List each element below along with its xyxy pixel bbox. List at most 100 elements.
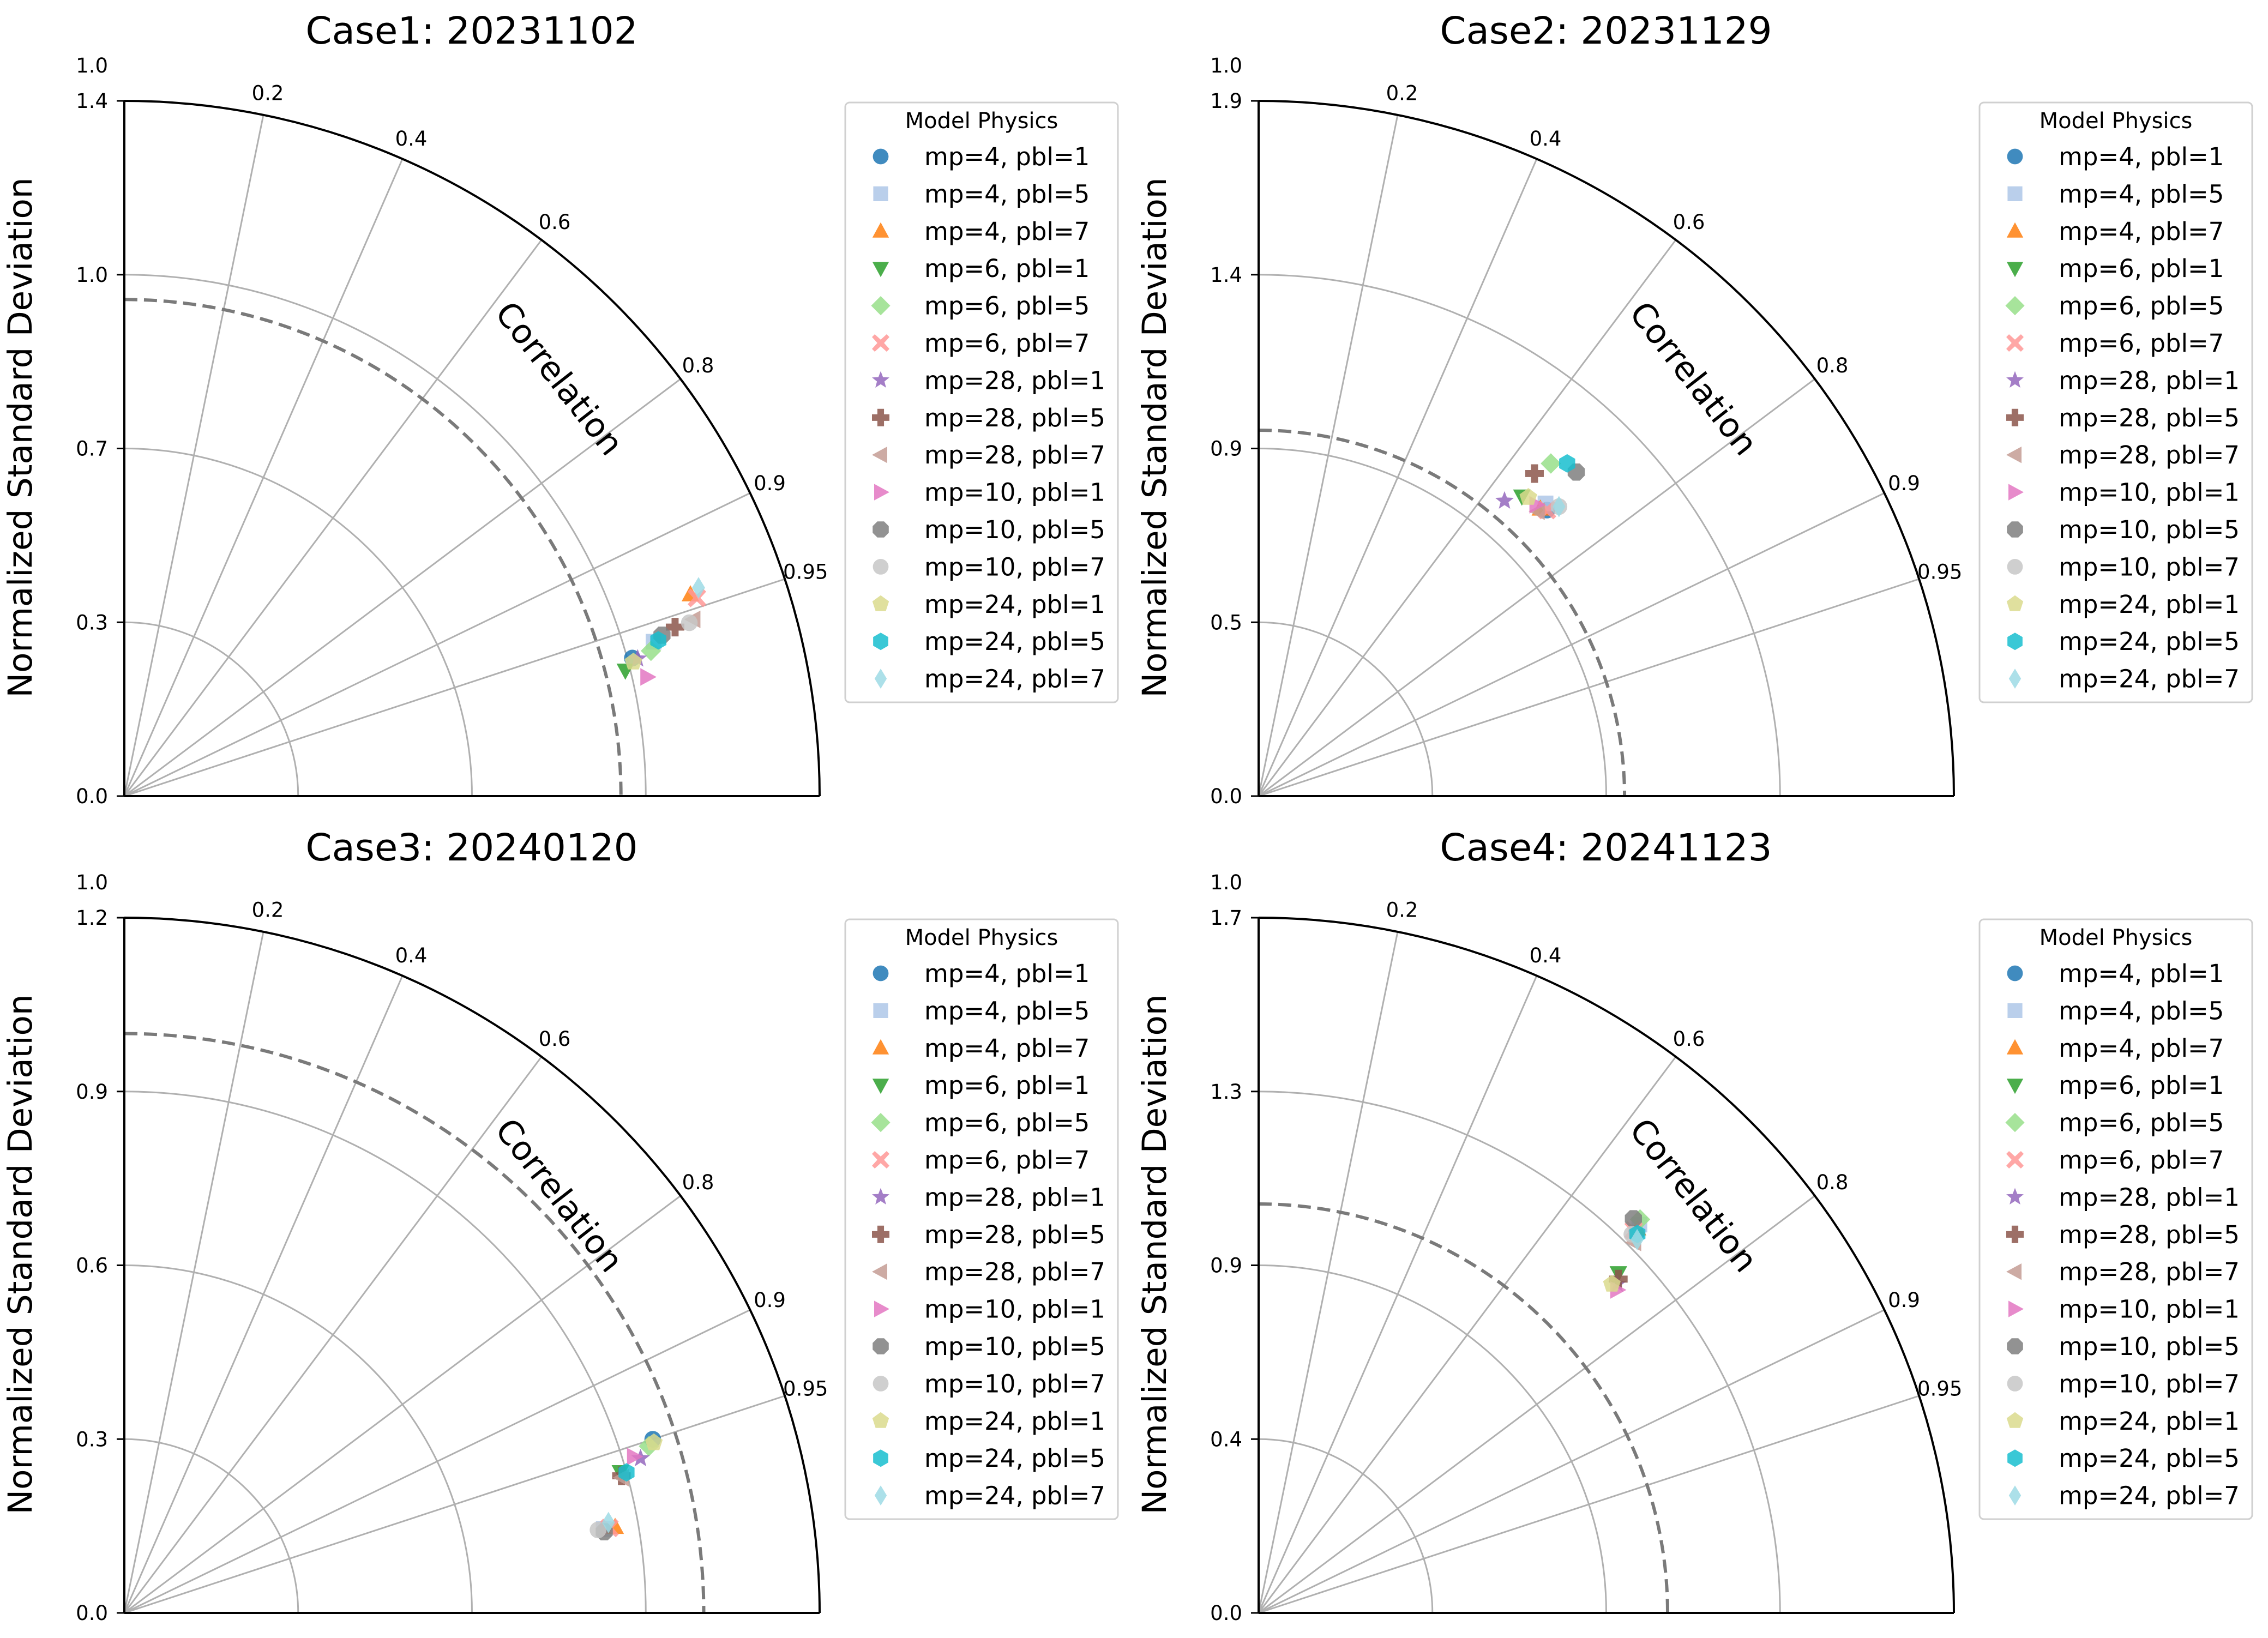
std-grid-arc: [124, 274, 647, 797]
data-point: [650, 631, 666, 650]
correlation-tick-label: 0.6: [1673, 1027, 1705, 1051]
chart-title: Case3: 20240120: [305, 826, 637, 870]
taylor-panel-2: 0.0 0.5 0.9 1.4 1.9 1.0 0.95 0.9 0.8 0.6 0.4 0.2 Cor…: [1135, 9, 2253, 808]
legend-label: mp=28, pbl=1: [924, 366, 1105, 395]
legend-label: mp=24, pbl=7: [2059, 1482, 2240, 1510]
correlation-tick-label: 0.95: [783, 560, 828, 583]
std-grid-arc: [1258, 1091, 1781, 1613]
legend-marker: [2006, 1151, 2024, 1169]
legend-marker: [872, 1263, 887, 1280]
legend-marker: [872, 447, 887, 463]
legend-label: mp=24, pbl=7: [2059, 665, 2240, 694]
std-tick-label: 0.9: [76, 1080, 108, 1104]
correlation-tick-label: 0.6: [539, 1027, 571, 1051]
legend-marker: [2007, 1338, 2023, 1354]
correlation-axis-label: Correlation: [488, 294, 631, 463]
legend-label: mp=28, pbl=7: [2059, 1257, 2240, 1286]
corr-top-label: 1.0: [1210, 871, 1242, 894]
data-point: [1541, 453, 1561, 474]
legend-label: mp=28, pbl=5: [2059, 1220, 2240, 1249]
legend: Model Physics mp=4, pbl=1 mp=4, pbl=5 mp=4,…: [1978, 101, 2253, 703]
legend-label: mp=10, pbl=1: [2059, 1295, 2240, 1324]
legend-label: mp=6, pbl=1: [924, 254, 1090, 283]
legend-marker: [2006, 447, 2022, 463]
std-grid-arc: [124, 1438, 299, 1613]
legend-label: mp=10, pbl=1: [924, 478, 1105, 507]
legend-label: mp=6, pbl=7: [2059, 1146, 2224, 1175]
legend-label: mp=24, pbl=5: [2059, 627, 2240, 656]
std-tick-label: 0.3: [76, 1428, 108, 1451]
legend-marker: [873, 1376, 889, 1392]
correlation-grid-line: [124, 378, 681, 797]
correlation-grid-line: [1258, 378, 1815, 797]
taylor-panel-3: 0.0 0.3 0.6 0.9 1.2 1.0 0.95 0.9 0.8 0.6 0.4 0.2 Cor…: [1, 826, 1119, 1625]
legend-label: mp=4, pbl=1: [2059, 142, 2224, 171]
correlation-tick-label: 0.6: [539, 210, 571, 234]
legend-label: mp=24, pbl=5: [2059, 1444, 2240, 1473]
legend-label: mp=10, pbl=5: [2059, 515, 2240, 544]
legend-label: mp=24, pbl=5: [924, 1444, 1105, 1473]
legend-marker: [873, 1449, 888, 1467]
correlation-tick-label: 0.4: [1530, 127, 1562, 150]
legend-box: [1978, 918, 2253, 1520]
correlation-grid-line: [123, 158, 404, 797]
legend-box: [844, 101, 1119, 703]
std-tick-label: 0.0: [1210, 1601, 1242, 1625]
legend-marker: [2007, 559, 2023, 575]
correlation-grid-line: [1258, 1395, 1920, 1614]
legend-marker: [2007, 965, 2023, 981]
outer-arc: [1258, 917, 1955, 1613]
correlation-grid-line: [123, 239, 543, 797]
legend-box: [844, 918, 1119, 1520]
legend: Model Physics mp=4, pbl=1 mp=4, pbl=5 mp=4,…: [844, 101, 1119, 703]
legend-marker: [872, 1039, 889, 1055]
y-axis-label: Normalized Standard Deviation: [1, 178, 40, 698]
std-tick-label: 0.3: [76, 611, 108, 634]
std-tick-label: 0.5: [1210, 611, 1242, 634]
legend-label: mp=24, pbl=5: [924, 627, 1105, 656]
correlation-tick-label: 0.6: [1673, 210, 1705, 234]
legend-marker: [2006, 1225, 2024, 1243]
std-tick-label: 0.0: [76, 785, 108, 808]
legend-marker: [873, 521, 889, 538]
std-grid-arc: [124, 448, 473, 797]
legend-marker: [873, 559, 889, 575]
legend-marker: [2006, 1263, 2022, 1280]
legend-marker: [2006, 1079, 2024, 1094]
legend-title: Model Physics: [905, 109, 1058, 134]
legend-label: mp=24, pbl=1: [2059, 590, 2240, 619]
legend-label: mp=6, pbl=5: [924, 292, 1090, 321]
legend-marker: [2007, 1449, 2023, 1467]
legend-label: mp=6, pbl=1: [924, 1071, 1090, 1100]
data-point: [640, 668, 657, 686]
outer-arc: [1258, 100, 1955, 797]
correlation-axis-label: Correlation: [1622, 1111, 1765, 1280]
std-tick-label: 0.9: [1210, 437, 1242, 461]
correlation-grid-line: [124, 1309, 751, 1614]
correlation-grid-line: [1258, 1056, 1677, 1613]
legend-marker: [874, 484, 889, 501]
legend-marker: [2006, 1412, 2024, 1428]
legend-marker: [2007, 633, 2023, 651]
legend-marker: [2006, 595, 2024, 611]
correlation-grid-line: [1258, 239, 1677, 797]
data-point: [692, 577, 705, 599]
legend-label: mp=4, pbl=7: [2059, 217, 2224, 246]
legend-label: mp=6, pbl=7: [2059, 329, 2224, 358]
legend-marker: [872, 408, 889, 426]
legend-marker: [874, 1485, 887, 1505]
legend-marker: [2006, 334, 2024, 352]
correlation-tick-label: 0.95: [1917, 560, 1962, 583]
legend-marker: [872, 1079, 889, 1094]
chart-title: Case4: 20241123: [1440, 826, 1772, 870]
correlation-grid-line: [1258, 158, 1538, 797]
std-tick-label: 0.0: [76, 1601, 108, 1625]
correlation-tick-label: 0.2: [1386, 899, 1418, 922]
data-point: [1625, 1210, 1642, 1227]
std-tick-label: 1.4: [76, 89, 108, 113]
legend-label: mp=4, pbl=7: [924, 217, 1090, 246]
correlation-grid-line: [1258, 1309, 1885, 1614]
y-axis-label: Normalized Standard Deviation: [1135, 178, 1174, 698]
std-tick-label: 0.7: [76, 437, 108, 461]
correlation-grid-line: [1258, 492, 1885, 797]
